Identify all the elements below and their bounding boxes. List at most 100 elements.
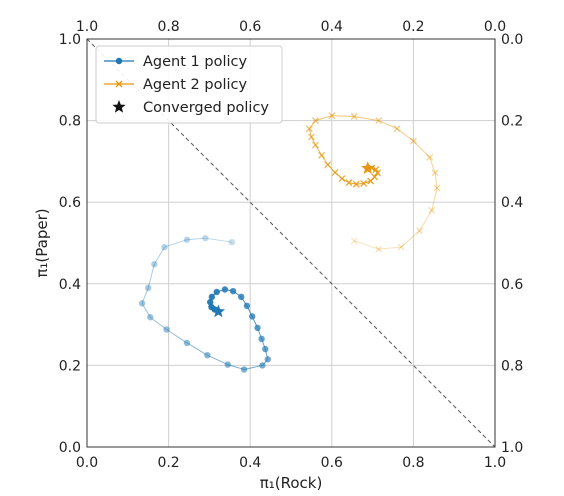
data-point	[397, 243, 405, 251]
series-2	[305, 112, 441, 253]
data-point	[147, 314, 154, 321]
legend-item: Agent 1 policy	[104, 54, 247, 70]
trajectory-segment	[400, 230, 420, 248]
diagonal-reference-line	[86, 38, 496, 448]
data-point	[433, 184, 441, 192]
data-point	[224, 361, 231, 368]
trajectory-segment	[413, 140, 431, 158]
x-tick-label-top: 0.0	[484, 19, 506, 35]
plot-frame	[86, 38, 496, 448]
trajectory-segment	[149, 316, 167, 330]
data-point	[213, 288, 220, 296]
y-tick-label-right: 0.6	[501, 277, 523, 293]
trajectory-segment	[166, 329, 188, 344]
series-1	[138, 234, 271, 373]
trajectory-segment	[396, 128, 414, 142]
data-point	[431, 169, 439, 177]
data-point	[229, 287, 237, 295]
trajectory-segment	[186, 237, 206, 241]
y-tick-label-left: 0.2	[59, 358, 81, 374]
trajectory-segment	[378, 246, 402, 250]
x-tick-label-top: 0.4	[321, 19, 343, 35]
trajectory-segment	[308, 128, 312, 138]
data-point	[371, 173, 379, 181]
data-point	[409, 137, 417, 145]
x-tick-label-bottom: 0.4	[239, 455, 261, 471]
trajectory-segment	[147, 264, 155, 289]
data-point	[350, 237, 358, 245]
trajectory-segment	[153, 246, 165, 265]
data-point	[163, 326, 170, 333]
trajectory-segment	[354, 240, 379, 250]
data-point	[208, 293, 216, 301]
data-point	[324, 161, 332, 169]
legend: Agent 1 policy Agent 2 policy Converged po…	[95, 45, 283, 124]
data-point	[151, 261, 158, 268]
trajectory-segment	[429, 157, 436, 173]
legend-marker	[112, 100, 126, 113]
data-point	[221, 286, 229, 293]
y-tick-label-left: 0.8	[59, 114, 81, 130]
data-point	[318, 151, 326, 159]
x-tick-label-bottom: 0.8	[402, 455, 424, 471]
data-point	[258, 335, 265, 343]
legend-label: Agent 2 policy	[143, 77, 247, 93]
data-point	[312, 117, 319, 125]
y-axis-label: π₁(Paper)	[33, 208, 51, 277]
data-point	[243, 302, 251, 310]
x-axis-label: π₁(Rock)	[260, 474, 323, 492]
trajectory-segment	[315, 115, 332, 122]
data-point	[338, 175, 346, 182]
data-point	[145, 284, 152, 292]
y-tick-label-right: 0.2	[501, 114, 523, 130]
data-point	[249, 313, 256, 320]
data-point	[345, 179, 353, 187]
data-point	[240, 366, 248, 373]
y-tick-label-right: 0.8	[501, 358, 523, 374]
y-tick-label-left: 0.4	[59, 277, 81, 293]
data-point	[426, 153, 434, 161]
legend-box	[95, 45, 283, 124]
x-tick-label-bottom: 0.6	[321, 455, 343, 471]
legend-label: Converged policy	[143, 100, 269, 116]
y-tick-label-right: 0.0	[501, 32, 523, 48]
legend-item: Converged policy	[112, 100, 269, 116]
y-tick-label-left: 0.0	[59, 440, 81, 456]
trajectory-segment	[164, 239, 188, 248]
trajectory-segment	[356, 182, 364, 185]
y-tick-label-right: 0.4	[501, 195, 523, 211]
x-tick-label-top: 1.0	[76, 19, 98, 35]
data-point	[228, 238, 236, 246]
legend-marker	[115, 80, 123, 88]
data-point	[204, 352, 211, 359]
converged-point	[211, 304, 226, 318]
tick-labels: 0.0 0.2 0.4 0.6 0.8 1.01.0 0.8 0.6 0.4 0.2 0.00.00…	[59, 19, 524, 471]
trajectory-segment	[141, 287, 149, 304]
data-point	[312, 141, 319, 149]
trajectory-segment	[354, 116, 379, 122]
trajectory-segment	[186, 342, 208, 356]
y-tick-label-left: 0.6	[59, 195, 81, 211]
trajectory-segment	[348, 182, 357, 185]
data-point	[207, 298, 214, 306]
y-tick-label-left: 1.0	[59, 32, 81, 48]
data-point	[328, 112, 336, 120]
trajectory-segment	[205, 237, 232, 243]
trajectory-segment	[141, 303, 151, 318]
data-series	[138, 112, 441, 373]
data-point	[360, 179, 368, 187]
data-point	[262, 345, 269, 353]
x-tick-label-top: 0.8	[157, 19, 179, 35]
data-point	[254, 324, 261, 332]
x-tick-label-top: 0.6	[239, 19, 261, 35]
legend-label: Agent 1 policy	[143, 54, 247, 70]
data-point	[375, 245, 383, 253]
x-tick-label-bottom: 0.0	[76, 455, 98, 471]
data-point	[305, 125, 313, 133]
data-point	[238, 293, 245, 301]
trajectory-segment	[431, 187, 438, 211]
converged-point	[361, 161, 375, 174]
data-point	[161, 243, 168, 251]
data-point	[372, 166, 380, 174]
